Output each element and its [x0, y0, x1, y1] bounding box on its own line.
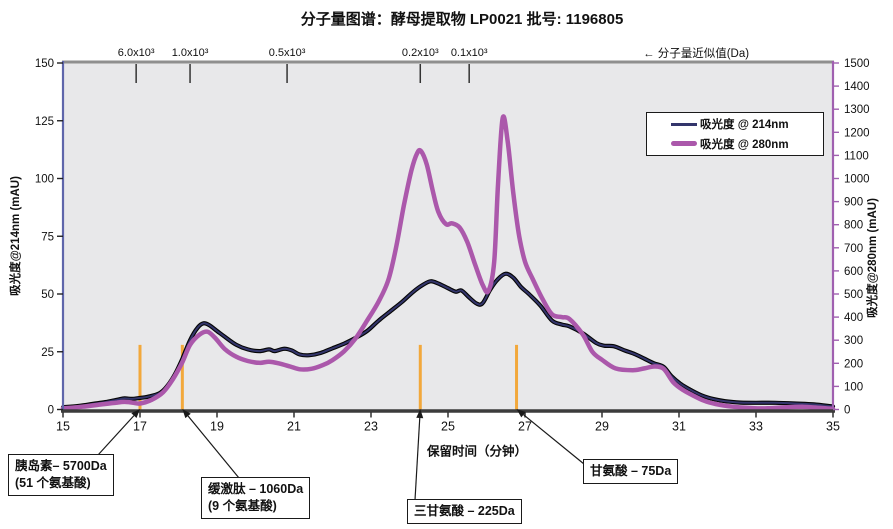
legend: 吸光度 @ 214nm 吸光度 @ 280nm	[646, 112, 824, 156]
y-right-tick-label: 1300	[844, 104, 870, 116]
y-right-tick-label: 1100	[844, 150, 869, 162]
x-tick-label: 23	[364, 420, 378, 434]
legend-line-214nm-swatch	[671, 122, 697, 126]
y-left-tick-label: 125	[35, 116, 54, 128]
annotation-bradykinin-line1: 缓激肽 – 1060Da	[208, 482, 304, 496]
y-right-tick-label: 1000	[844, 174, 870, 186]
x-axis-title: 保留时间（分钟）	[426, 444, 528, 459]
y-left-tick-label: 150	[35, 58, 54, 70]
annotation-triglycine: 三甘氨酸 – 225Da	[407, 499, 522, 524]
top-axis-title: ← 分子量近似值(Da)	[643, 48, 750, 60]
y-right-tick-label: 1500	[844, 58, 870, 70]
legend-label-280nm: 吸光度 @ 280nm	[700, 138, 789, 151]
chart-title: 分子量图谱：酵母提取物 LP0021 批号: 1196805	[300, 11, 624, 28]
y-right-tick-label: 900	[844, 197, 863, 209]
y-right-tick-label: 100	[844, 381, 863, 393]
legend-item-280nm: 吸光度 @ 280nm	[671, 136, 823, 152]
x-tick-label: 27	[518, 420, 532, 434]
annotation-bradykinin: 缓激肽 – 1060Da (9 个氨基酸)	[201, 477, 311, 519]
x-tick-label: 35	[826, 420, 840, 434]
x-tick-label: 31	[672, 420, 686, 434]
y-right-tick-label: 1200	[844, 127, 870, 139]
top-tick-label: 0.2x10³	[402, 47, 439, 59]
left-axis-title: 吸光度@214nm (mAU)	[10, 176, 22, 296]
y-right-tick-label: 200	[844, 358, 863, 370]
legend-line-280nm-swatch	[671, 141, 697, 147]
x-tick-label: 29	[595, 420, 609, 434]
y-left-tick-label: 50	[41, 289, 54, 301]
annotation-arrowhead	[131, 409, 140, 419]
top-tick-label: 0.1x10³	[451, 47, 488, 59]
annotation-arrow	[414, 417, 421, 501]
y-right-tick-label: 400	[844, 312, 863, 324]
y-right-tick-label: 600	[844, 266, 863, 278]
y-right-tick-label: 300	[844, 335, 863, 347]
x-tick-label: 17	[133, 420, 147, 434]
x-tick-label: 33	[749, 420, 763, 434]
annotation-glycine-line1: 甘氨酸 – 75Da	[590, 464, 672, 478]
annotation-triglycine-line1: 三甘氨酸 – 225Da	[414, 504, 515, 518]
legend-label-214nm: 吸光度 @ 214nm	[700, 119, 789, 132]
annotation-arrowhead	[182, 409, 191, 419]
top-tick-label: 6.0x10³	[118, 47, 155, 59]
annotation-arrow	[97, 415, 135, 456]
y-right-tick-label: 800	[844, 220, 863, 232]
top-tick-label: 0.5x10³	[269, 47, 306, 59]
annotation-insulin: 胰岛素– 5700Da (51 个氨基酸)	[8, 454, 114, 496]
y-right-tick-label: 700	[844, 243, 863, 255]
y-right-tick-label: 0	[844, 405, 850, 417]
curve-280nm	[60, 114, 836, 412]
x-tick-label: 21	[287, 420, 301, 434]
annotation-glycine: 甘氨酸 – 75Da	[583, 459, 679, 484]
annotation-arrow	[187, 415, 240, 479]
legend-item-214nm: 吸光度 @ 214nm	[671, 116, 823, 132]
y-left-tick-label: 75	[41, 231, 54, 243]
y-left-tick-label: 25	[41, 347, 54, 359]
annotation-bradykinin-line2: (9 个氨基酸)	[208, 498, 277, 513]
y-right-tick-label: 500	[844, 289, 863, 301]
annotation-arrowhead	[416, 409, 424, 419]
x-tick-label: 19	[210, 420, 224, 434]
y-left-tick-label: 0	[48, 405, 54, 417]
y-left-tick-label: 100	[35, 174, 54, 186]
x-tick-label: 15	[56, 420, 70, 434]
annotation-arrowhead	[516, 409, 526, 418]
annotation-insulin-line2: (51 个氨基酸)	[15, 475, 91, 490]
annotation-arrow	[523, 414, 585, 465]
top-tick-label: 1.0x10³	[172, 47, 209, 59]
annotation-insulin-line1: 胰岛素– 5700Da	[15, 459, 107, 473]
right-axis-title: 吸光度@280nm (mAU)	[867, 198, 879, 318]
x-tick-label: 25	[441, 420, 455, 434]
y-right-tick-label: 1400	[844, 81, 870, 93]
